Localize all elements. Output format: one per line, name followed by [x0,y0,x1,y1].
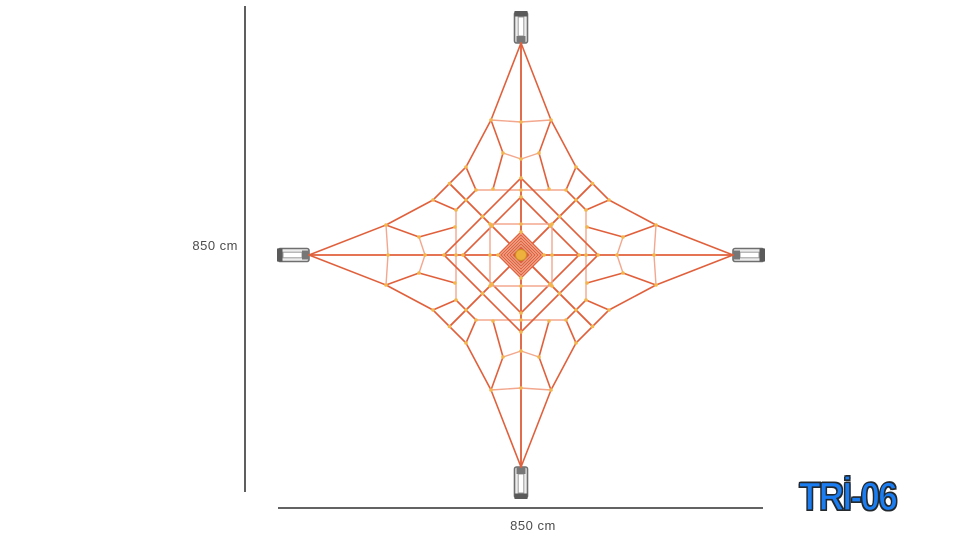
anchor-hardware-bottom [513,466,529,499]
horizontal-dimension-label: 850 cm [510,518,556,533]
anchor-hardware-top [513,11,529,44]
brand-logo: TRİ-06 [798,475,898,519]
anchor-hardware-right [732,247,765,263]
anchor-hardware-left [277,247,310,263]
climbing-net-top-view [277,11,765,499]
hub-center-knob [515,249,527,261]
knot-dots [384,118,658,392]
vertical-dimension-label: 850 cm [192,238,238,253]
